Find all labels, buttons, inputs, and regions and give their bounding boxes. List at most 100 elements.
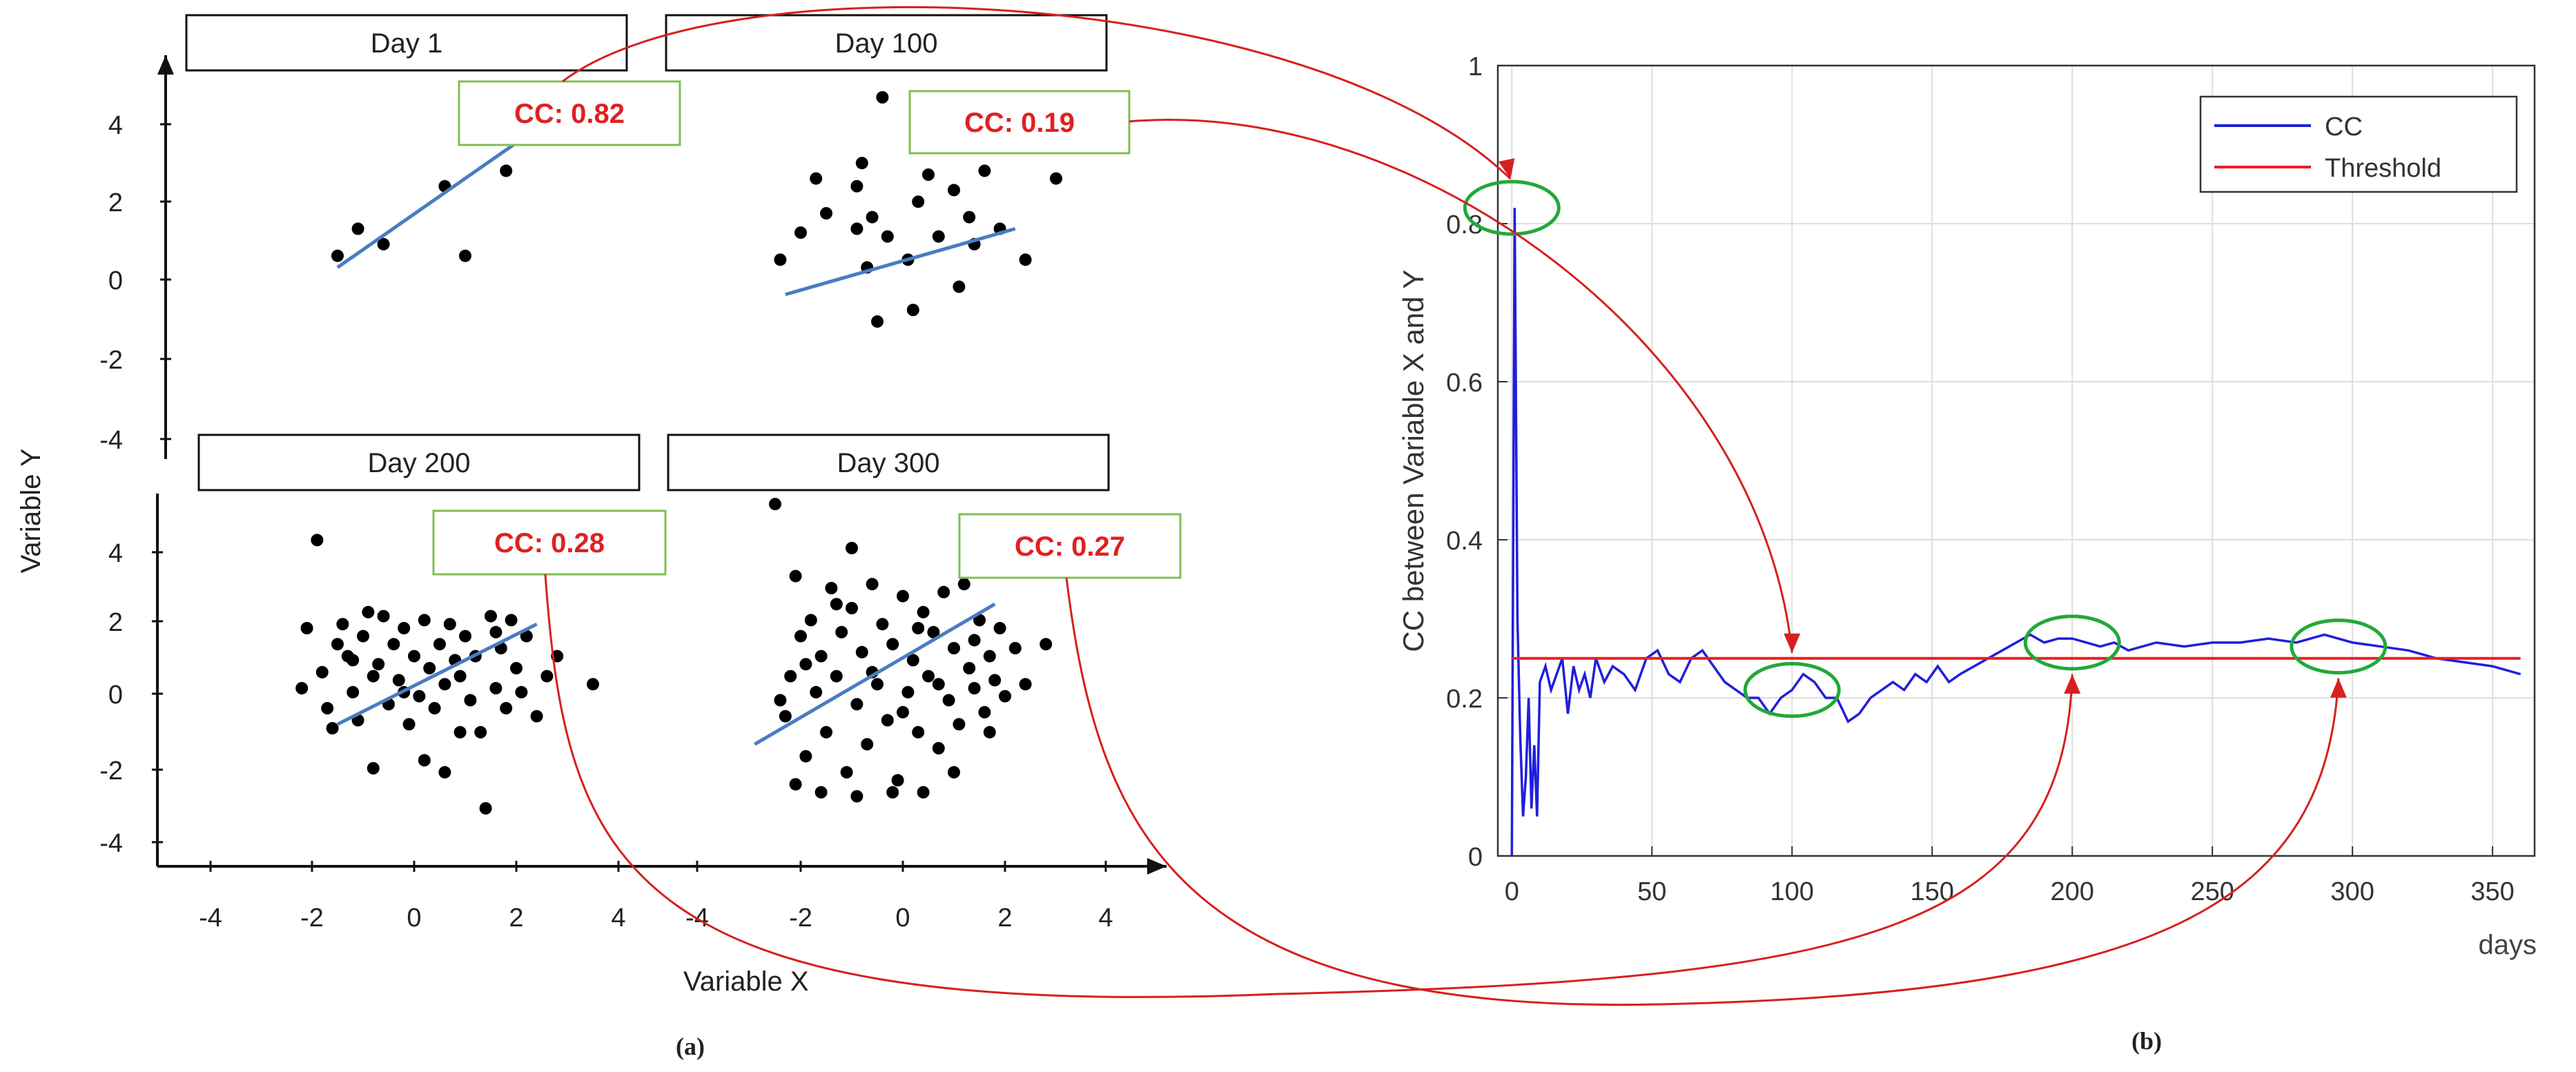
scatter-point	[912, 622, 925, 634]
scatter-point	[387, 638, 400, 651]
scatter-point	[871, 315, 884, 328]
arrow-day300-head	[2330, 678, 2347, 698]
scatter-point	[443, 618, 456, 631]
scatter-point	[814, 786, 828, 799]
scatter-point	[769, 498, 781, 511]
panel-title-box	[667, 433, 1110, 491]
highlight-ellipse	[2290, 618, 2388, 675]
y-tick-label: 0.4	[1446, 527, 1483, 556]
x-tick-label: 100	[1770, 877, 1814, 906]
scatter-point	[978, 705, 991, 719]
panel-title: Day 200	[368, 448, 471, 478]
y-tick-label: 0	[108, 266, 123, 295]
panel-title-box	[197, 433, 641, 491]
x-tick-label: 250	[2190, 877, 2234, 906]
cc-box	[908, 90, 1131, 155]
panel-title: Day 1	[371, 28, 443, 59]
scatter-point	[846, 542, 858, 554]
highlight-ellipse	[2023, 614, 2121, 671]
scatter-point	[825, 582, 838, 594]
scatter-point	[840, 766, 853, 779]
scatter-point	[377, 610, 390, 623]
arrow-day200	[544, 574, 2074, 998]
scatter-point	[850, 179, 863, 193]
scatter-point	[917, 786, 930, 799]
scatter-point	[953, 280, 966, 293]
x-tick-label: 200	[2050, 877, 2094, 906]
scatter-point	[906, 654, 919, 667]
x-tick-label: 350	[2470, 877, 2514, 906]
scatter-point	[392, 674, 405, 687]
scatter-point	[861, 738, 874, 751]
scatter-point	[850, 790, 863, 803]
scatter-point	[799, 658, 812, 671]
y-tick-label: 0.6	[1446, 369, 1483, 398]
scatter-point	[587, 678, 599, 691]
scatter-point	[942, 694, 955, 707]
scatter-point	[906, 304, 919, 316]
scatter-point	[408, 650, 420, 663]
scatter-point	[983, 650, 996, 663]
legend-threshold-label: Threshold	[2325, 154, 2441, 183]
scatter-point	[413, 690, 426, 703]
panel-title-box	[185, 14, 628, 72]
scatter-point	[300, 622, 313, 634]
x-tick-label: -2	[300, 904, 324, 933]
scatter-point	[351, 222, 364, 235]
scatter-point	[917, 605, 930, 618]
scatter-point	[423, 662, 436, 674]
scatter-point	[927, 625, 940, 639]
legend-cc-label: CC	[2325, 113, 2363, 142]
scatter-point	[912, 195, 925, 208]
x-tick-label: 4	[1098, 904, 1113, 933]
panel-title: Day 100	[835, 28, 938, 59]
scatter-point	[963, 211, 976, 224]
scatter-point	[774, 694, 787, 707]
scatter-point	[973, 614, 986, 627]
y-tick-label: -4	[99, 829, 123, 858]
x-tick-label: 0	[1505, 877, 1519, 906]
scatter-point	[459, 249, 471, 262]
panel-a-label: (a)	[676, 1033, 705, 1060]
scatter-point	[784, 670, 797, 683]
scatter-point	[820, 207, 832, 220]
panel-title-box	[665, 14, 1108, 72]
scatter-point	[326, 722, 339, 734]
y-tick-label: -2	[99, 346, 123, 375]
arrow-day1	[562, 6, 1512, 180]
scatter-point	[1019, 253, 1032, 266]
scatter-point	[810, 172, 823, 185]
scatter-point	[948, 184, 960, 197]
x-tick-label: 2	[509, 904, 523, 933]
scatter-point	[295, 682, 309, 694]
scatter-point	[993, 622, 1006, 634]
y-tick-label: 0	[1468, 843, 1483, 872]
scatter-point	[810, 685, 823, 699]
scatter-point	[357, 630, 369, 643]
scatter-point	[978, 164, 991, 177]
scatter-point	[855, 157, 868, 170]
cc-value-label: CC: 0.82	[514, 99, 625, 129]
y-tick-label: 0	[108, 681, 123, 710]
scatter-point	[1050, 172, 1062, 185]
scatter-point	[433, 638, 446, 651]
cc-box	[432, 509, 667, 576]
scatter-point	[922, 670, 935, 683]
scatter-point	[901, 685, 915, 699]
scatter-point	[963, 662, 976, 674]
scatter-point	[897, 589, 909, 603]
scatter-point	[311, 534, 324, 547]
fit-line	[336, 130, 533, 269]
scatter-point	[505, 614, 518, 627]
cc-value-label: CC: 0.19	[964, 108, 1075, 138]
scatter-point	[331, 249, 344, 262]
scatter-point	[474, 725, 487, 739]
scatter-point	[897, 705, 909, 719]
highlight-ellipse	[1463, 179, 1561, 236]
scatter-point	[876, 91, 889, 104]
scatter-point	[983, 725, 996, 739]
fit-line	[754, 603, 996, 746]
scatter-point	[372, 658, 385, 671]
y-axis-arrowhead	[157, 55, 174, 75]
